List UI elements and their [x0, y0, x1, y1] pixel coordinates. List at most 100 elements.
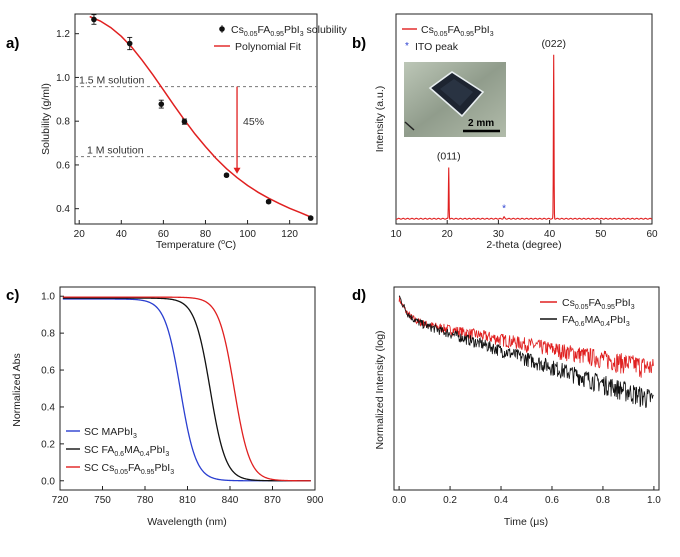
legend-b-ito: ITO peak: [415, 41, 459, 53]
percent-label: 45%: [243, 116, 264, 128]
data-point: [158, 101, 165, 107]
panel-d-ylabel: Normalized Intensity (log): [374, 330, 386, 449]
x-tick-label: 40: [544, 229, 556, 240]
y-tick-label: 1.2: [56, 29, 70, 40]
panel-d-label: d): [352, 287, 366, 304]
y-tick-label: 1.0: [56, 73, 70, 84]
inset-scale-label: 2 mm: [468, 118, 494, 129]
legend-c-series-1: SC MAPbI3: [84, 426, 137, 440]
panel-c-ticks: 720 750 780 810 840 870 900 0.0 0.2 0.4 0.6 0.8 1.0: [41, 292, 324, 506]
panel-a-data: [89, 14, 314, 221]
peak-label: (011): [437, 150, 461, 162]
panel-a-ticks: 20 40 60 80 100 120 0.4 0.6 0.8 1.0 1.2: [56, 29, 298, 240]
panel-b-xlabel: 2-theta (degree): [486, 239, 561, 251]
x-tick-label: 0.8: [596, 495, 610, 506]
y-tick-label: 0.4: [56, 204, 70, 215]
panel-d-legend: Cs0.05FA0.95PbI3 FA0.6MA0.4PbI3: [540, 297, 635, 328]
x-tick-label: 1.0: [647, 495, 661, 506]
panel-b: b) 10 20 30 40 50 60 2 mm (011) (022) * 2-theta…: [352, 13, 658, 251]
legend-d-series-2: FA0.6MA0.4PbI3: [562, 314, 630, 328]
panel-b-legend: Cs0.05FA0.95PbI3 * ITO peak: [402, 24, 494, 53]
legend-d-series-1: Cs0.05FA0.95PbI3: [562, 297, 635, 311]
panel-d-data: [398, 295, 654, 408]
x-tick-label: 870: [264, 495, 281, 506]
y-tick-label: 0.0: [41, 476, 55, 487]
inset-tweezer: [404, 121, 415, 131]
panel-c-label: c): [6, 287, 19, 304]
pl-decay-line-2: [398, 295, 654, 408]
panel-a-frame: [74, 13, 318, 225]
y-tick-label: 0.4: [41, 402, 55, 413]
x-tick-label: 840: [222, 495, 239, 506]
label-1-5m-solution: 1.5 M solution: [79, 75, 145, 87]
y-tick-label: 1.0: [41, 292, 55, 303]
x-tick-label: 750: [94, 495, 111, 506]
data-point: [265, 198, 272, 205]
x-tick-label: 40: [116, 229, 128, 240]
panel-a-xlabel: Temperature (oC): [156, 239, 236, 251]
x-tick-label: 60: [158, 229, 170, 240]
y-tick-label: 0.2: [41, 439, 55, 450]
y-tick-label: 0.8: [41, 329, 55, 340]
red-arrow-head: [233, 167, 241, 174]
y-tick-label: 0.6: [56, 160, 70, 171]
x-tick-label: 100: [239, 229, 256, 240]
legend-c-series-3: SC Cs0.05FA0.95PbI3: [84, 462, 174, 476]
x-tick-label: 0.4: [494, 495, 508, 506]
x-tick-label: 780: [137, 495, 154, 506]
x-tick-label: 80: [200, 229, 212, 240]
x-tick-label: 10: [390, 229, 402, 240]
x-tick-label: 20: [442, 229, 454, 240]
data-point: [91, 16, 97, 23]
y-tick-label: 0.8: [56, 117, 70, 128]
panel-c-frame: [59, 286, 316, 491]
data-point: [181, 118, 188, 125]
legend-c-series-2: SC FA0.6MA0.4PbI3: [84, 444, 169, 458]
x-tick-label: 120: [281, 229, 298, 240]
xrd-pattern-line: [395, 54, 653, 220]
panel-c-xlabel: Wavelength (nm): [147, 516, 227, 528]
pl-decay-line-1: [398, 296, 654, 378]
data-point: [223, 172, 230, 179]
ito-peak-marker: *: [502, 203, 506, 214]
panel-a: a) 20 40 60 80 100 120 0.4 0.6 0.8 1.0 1.2 1.5 M s…: [6, 13, 348, 251]
panel-b-label: b): [352, 35, 366, 52]
panel-a-legend: Cs0.05FA0.95PbI3 solubility Polynomial F…: [214, 24, 348, 53]
absorbance-line-3: [62, 296, 311, 482]
x-tick-label: 50: [595, 229, 607, 240]
legend-b-series: Cs0.05FA0.95PbI3: [421, 24, 494, 38]
x-tick-label: 900: [307, 495, 324, 506]
panel-b-ylabel: Intensity (a.u.): [374, 86, 386, 153]
y-tick-label: 0.6: [41, 366, 55, 377]
panel-d-frame: [393, 286, 660, 491]
x-tick-label: 810: [179, 495, 196, 506]
panel-d-xlabel: Time (μs): [504, 516, 548, 528]
label-1m-solution: 1 M solution: [87, 145, 144, 157]
x-tick-label: 0.6: [545, 495, 559, 506]
panel-b-data: (011) (022) *: [395, 38, 653, 220]
peak-label: (022): [541, 38, 566, 50]
panel-a-ylabel: Solubility (g/ml): [40, 83, 52, 155]
panel-c-legend: SC MAPbI3 SC FA0.6MA0.4PbI3 SC Cs0.05FA0…: [66, 426, 174, 476]
data-point: [126, 40, 133, 47]
panel-a-label: a): [6, 35, 19, 52]
panel-d-ticks: 0.0 0.2 0.4 0.6 0.8 1.0: [392, 486, 661, 506]
panel-b-ticks: 10 20 30 40 50 60: [390, 220, 658, 240]
legend-b-ito-marker: *: [405, 41, 409, 52]
x-tick-label: 30: [493, 229, 505, 240]
data-point: [307, 215, 314, 221]
absorbance-line-2: [62, 297, 311, 482]
panel-b-frame: [395, 13, 653, 225]
panel-c: c) 720 750 780 810 840 870 900 0.0 0.2 0.4 0.6 0.8 1…: [6, 286, 324, 528]
panel-b-inset-photo: 2 mm: [404, 62, 506, 137]
x-tick-label: 720: [52, 495, 69, 506]
legend-a-fit: Polynomial Fit: [235, 41, 301, 53]
x-tick-label: 20: [74, 229, 86, 240]
x-tick-label: 60: [646, 229, 658, 240]
x-tick-label: 0.0: [392, 495, 406, 506]
panel-c-data: [62, 296, 311, 482]
fit-line: [89, 15, 311, 218]
legend-a-solubility: Cs0.05FA0.95PbI3 solubility: [231, 24, 348, 38]
inset-crystal-facet: [440, 79, 473, 106]
